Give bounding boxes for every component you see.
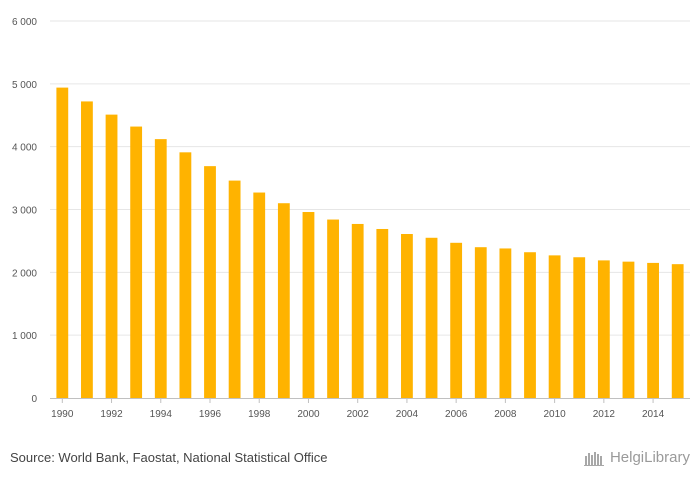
bar-1993 xyxy=(130,126,143,398)
x-tick-label: 2000 xyxy=(297,409,320,420)
bar-2000 xyxy=(302,212,315,398)
bars xyxy=(56,87,684,399)
bar-1996 xyxy=(204,166,216,398)
bar-2011 xyxy=(573,257,586,398)
bar-2006 xyxy=(450,242,463,398)
bar-2009 xyxy=(524,252,536,398)
x-tick-label: 1990 xyxy=(51,409,74,420)
source-note: Source: World Bank, Faostat, National St… xyxy=(10,450,328,465)
bar-2002 xyxy=(351,223,364,398)
bar-2010 xyxy=(548,255,561,398)
bar-1998 xyxy=(253,192,266,398)
y-tick-label: 0 xyxy=(31,394,37,405)
y-tick-label: 2 000 xyxy=(12,268,37,279)
x-tick-label: 1994 xyxy=(150,409,173,420)
bar-2012 xyxy=(597,260,610,398)
x-tick-label: 1998 xyxy=(248,409,271,420)
y-tick-label: 4 000 xyxy=(12,143,37,154)
x-tick-label: 2010 xyxy=(543,409,566,420)
bar-2014 xyxy=(647,262,659,398)
bar-1992 xyxy=(105,114,118,398)
bar-2007 xyxy=(474,247,487,398)
y-tick-label: 6 000 xyxy=(12,17,37,28)
x-tick-label: 2002 xyxy=(347,409,370,420)
x-tick-label: 2006 xyxy=(445,409,468,420)
bar-2015 xyxy=(671,264,684,398)
bar-2013 xyxy=(622,261,635,398)
bar-2008 xyxy=(499,248,512,398)
x-tick-label: 2004 xyxy=(396,409,419,420)
x-tick-label: 1996 xyxy=(199,409,222,420)
bar-1997 xyxy=(228,180,241,398)
x-tick-label: 2012 xyxy=(593,409,616,420)
helgi-library-logo: HelgiLibrary xyxy=(583,449,690,466)
x-tick-label: 1992 xyxy=(100,409,123,420)
y-tick-label: 5 000 xyxy=(12,80,37,91)
brand-name: HelgiLibrary xyxy=(609,449,690,466)
bar-1999 xyxy=(277,203,290,398)
bar-2004 xyxy=(401,234,413,398)
bar-1994 xyxy=(154,139,167,399)
y-tick-label: 3 000 xyxy=(12,206,37,217)
bar-1990 xyxy=(56,87,69,398)
library-logo-icon xyxy=(583,451,604,466)
bar-1991 xyxy=(81,101,93,398)
bar-2001 xyxy=(327,219,339,398)
x-axis-ticks: 1990 1992 1994 1996 1998 2000 2002 2004 2006 2008… xyxy=(51,398,665,420)
y-tick-label: 1 000 xyxy=(12,331,37,342)
bar-chart: 0 1 000 2 000 3 000 4 000 5 000 6 000 1990 1992… xyxy=(12,17,690,420)
bar-1995 xyxy=(179,152,192,398)
gridlines xyxy=(50,20,690,336)
x-tick-label: 2008 xyxy=(494,409,517,420)
x-tick-label: 2014 xyxy=(642,409,665,420)
bar-2003 xyxy=(376,228,389,398)
bar-2005 xyxy=(425,237,438,398)
y-axis-ticks: 0 1 000 2 000 3 000 4 000 5 000 6 000 xyxy=(12,17,37,405)
